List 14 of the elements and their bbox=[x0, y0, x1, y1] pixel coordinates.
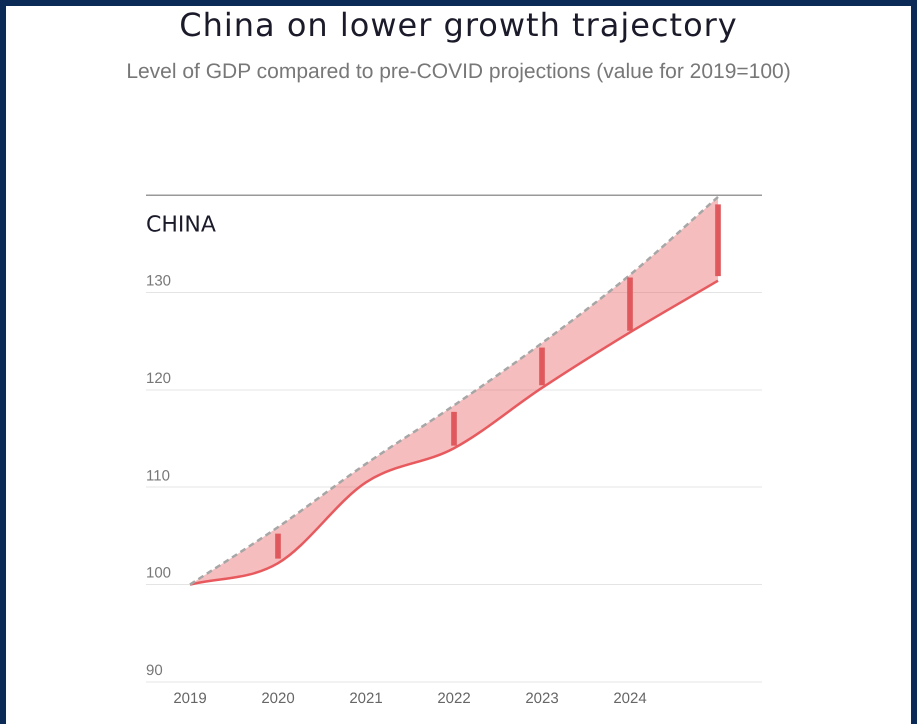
annotation: CHINA bbox=[146, 212, 216, 238]
x-tick-label: 2019 bbox=[173, 690, 207, 708]
y-tick-label: 120 bbox=[146, 370, 172, 387]
x-tick-label: 2024 bbox=[613, 690, 647, 708]
x-tick-label: 2023 bbox=[525, 690, 559, 708]
y-tick-label: 110 bbox=[146, 467, 170, 484]
y-tick-label: 130 bbox=[146, 272, 172, 290]
x-tick-label: 2020 bbox=[261, 690, 295, 708]
chart-title: China on lower growth trajectory bbox=[178, 6, 739, 44]
y-tick-label: 100 bbox=[146, 564, 172, 582]
x-tick-label: 2021 bbox=[349, 690, 383, 708]
x-tick-label: 2022 bbox=[437, 690, 471, 708]
chart-subtitle: Level of GDP compared to pre-COVID projections (value for 2019=100) bbox=[125, 60, 792, 84]
y-tick-label: 90 bbox=[146, 662, 163, 680]
